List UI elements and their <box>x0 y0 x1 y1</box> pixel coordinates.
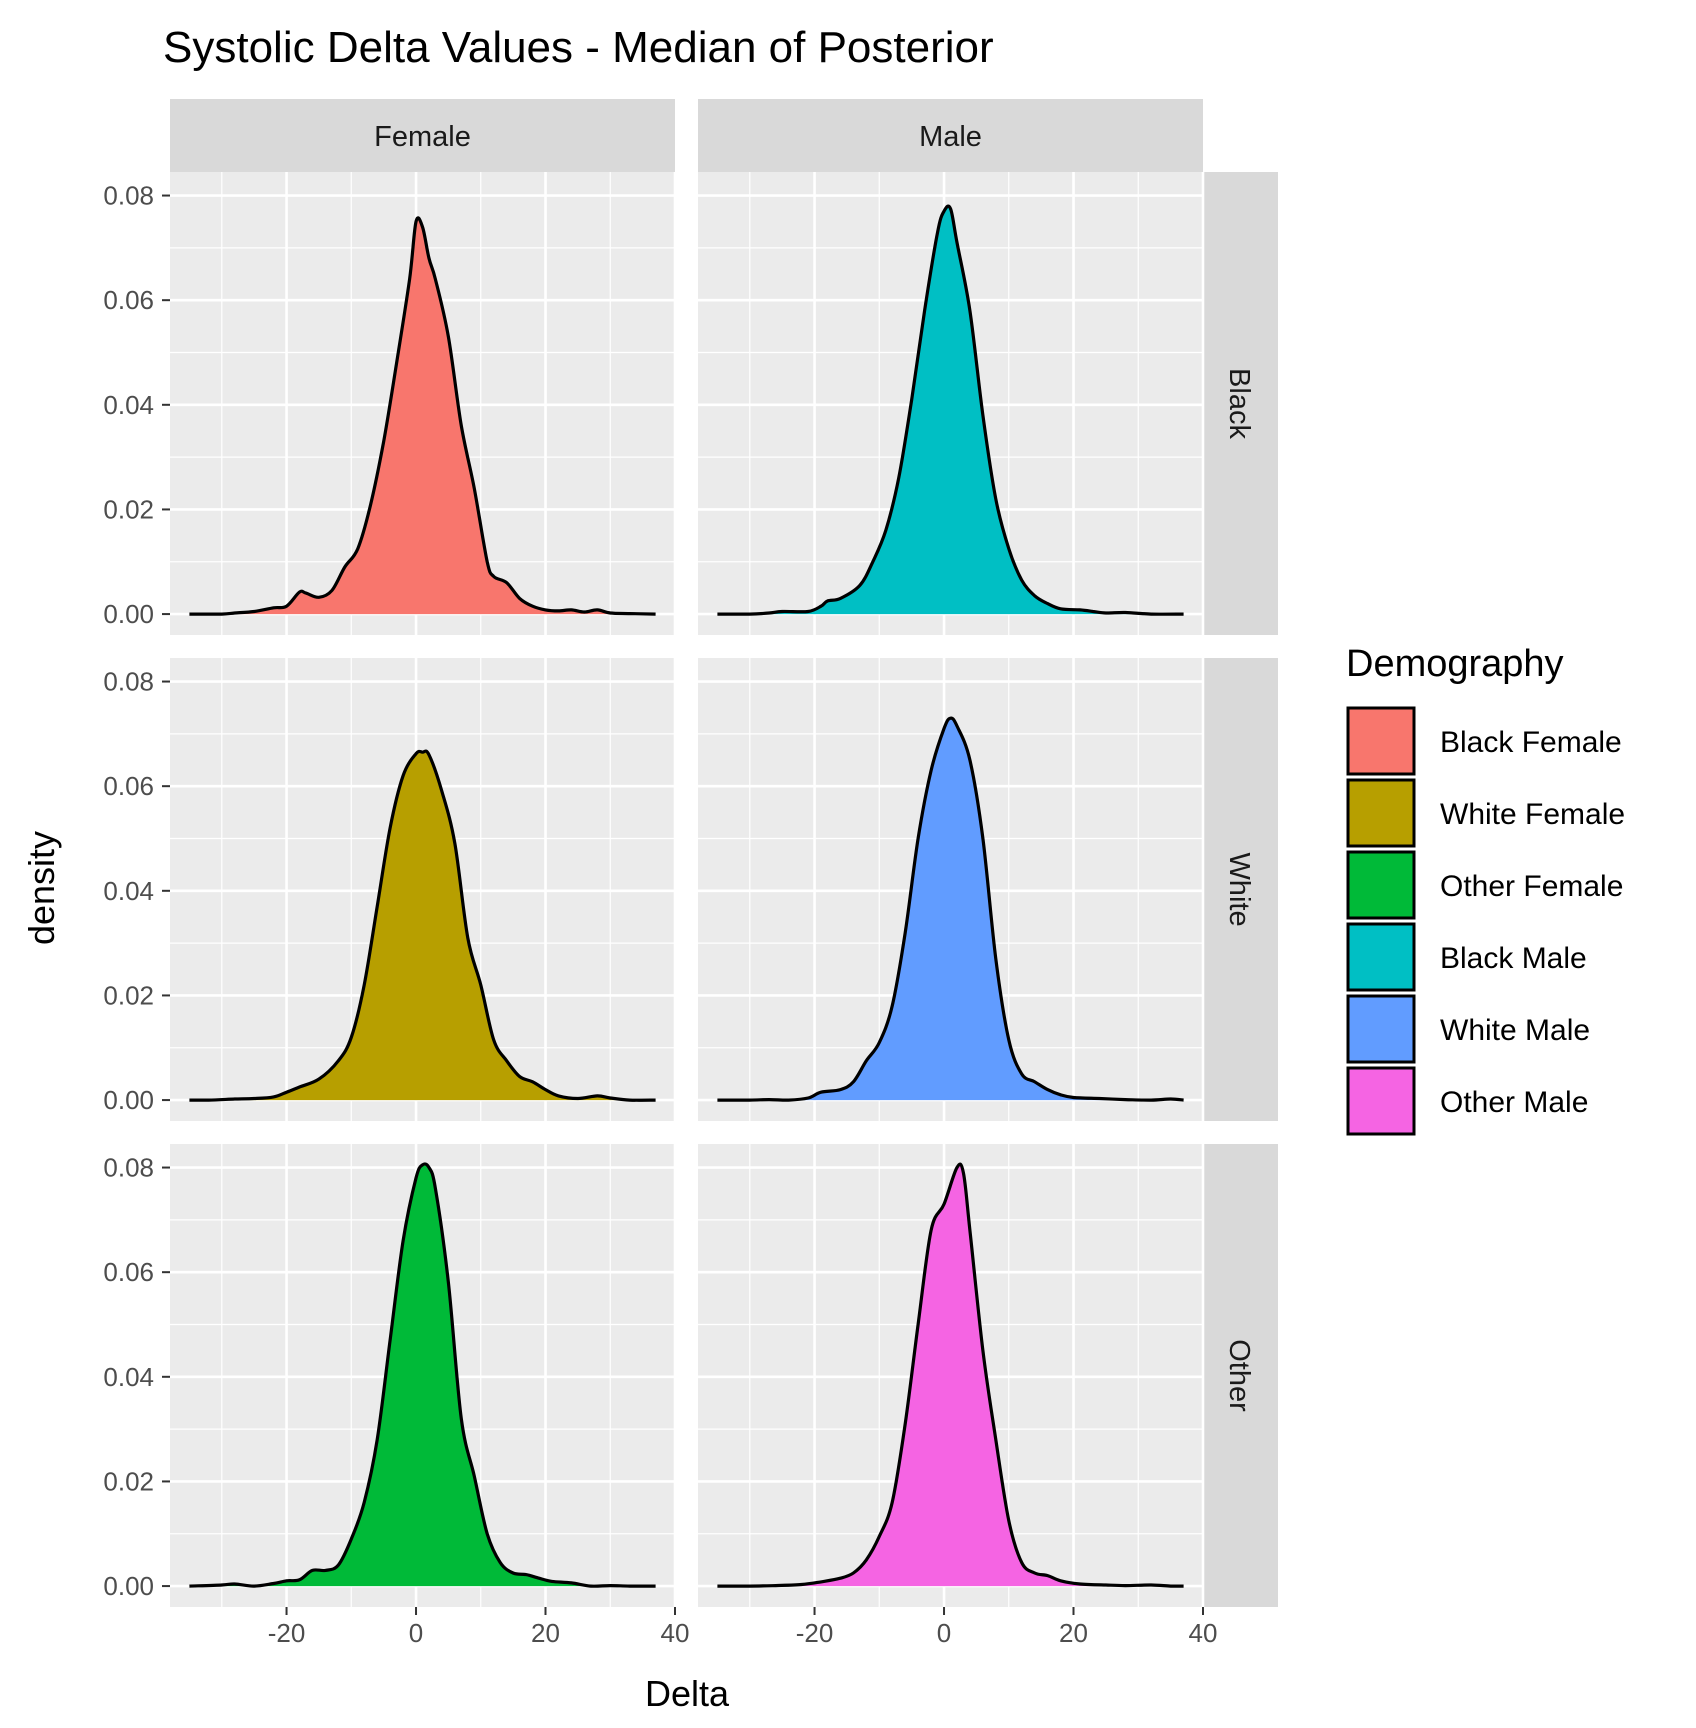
legend-key-other-male <box>1346 1066 1416 1136</box>
y-tick-label: 0.04 <box>103 390 154 420</box>
legend-label-black-female: Black Female <box>1440 726 1622 759</box>
y-tick-label: 0.08 <box>103 667 154 697</box>
density-area-other-male <box>717 1164 1184 1587</box>
y-axis-title: density <box>21 831 62 945</box>
y-tick-label: 0.04 <box>103 1362 154 1392</box>
x-tick-label: 0 <box>937 1618 951 1648</box>
x-tick-label: 40 <box>661 1618 690 1648</box>
y-tick-label: 0.02 <box>103 494 154 524</box>
legend-key-white-female <box>1346 778 1416 848</box>
density-line-other-male <box>717 1162 1184 1588</box>
legend-label-other-female: Other Female <box>1440 870 1623 903</box>
strip-label-white: White <box>1223 852 1255 926</box>
x-tick-label: 0 <box>409 1618 423 1648</box>
strip-row-black <box>1203 172 1278 635</box>
density-area-white-male <box>717 718 1184 1101</box>
strip-label-other: Other <box>1223 1339 1255 1412</box>
legend-label-white-male: White Male <box>1440 1014 1590 1047</box>
y-tick-label: 0.00 <box>103 599 154 629</box>
x-tick-label: 20 <box>1059 1618 1088 1648</box>
x-tick-label: 20 <box>531 1618 560 1648</box>
x-tick-label: -20 <box>796 1618 834 1648</box>
y-tick-label: 0.02 <box>103 1466 154 1496</box>
density-area-other-female <box>189 1163 656 1587</box>
strip-label-black: Black <box>1223 368 1255 439</box>
legend-key-black-male <box>1346 922 1416 992</box>
x-tick-label: 40 <box>1189 1618 1218 1648</box>
strip-label-female: Female <box>374 121 471 153</box>
y-tick-label: 0.00 <box>103 1085 154 1115</box>
density-line-black-female <box>189 216 656 616</box>
strip-label-male: Male <box>919 121 982 153</box>
y-tick-label: 0.06 <box>103 285 154 315</box>
y-tick-label: 0.00 <box>103 1571 154 1601</box>
facet-panels: Female Male Black White Other <box>170 99 1278 1607</box>
y-tick-label: 0.06 <box>103 1257 154 1287</box>
density-area-black-male <box>717 206 1184 615</box>
density-area-white-female <box>189 751 656 1101</box>
y-tick-label: 0.02 <box>103 980 154 1010</box>
y-tick-label: 0.08 <box>103 1153 154 1183</box>
y-tick-label: 0.08 <box>103 181 154 211</box>
strip-col-female <box>170 99 675 172</box>
axes: 0.00 0.02 0.04 0.06 0.08 0.00 0.02 0.04 0.06 0.08… <box>103 181 1217 1648</box>
legend-label-white-female: White Female <box>1440 798 1625 831</box>
x-axis-title: Delta <box>645 1673 730 1714</box>
legend: Demography Black Female White Female Other… <box>1346 643 1625 1136</box>
legend-label-black-male: Black Male <box>1440 942 1587 975</box>
strip-col-male <box>698 99 1203 172</box>
y-tick-label: 0.06 <box>103 771 154 801</box>
legend-key-other-female <box>1346 850 1416 920</box>
y-tick-label: 0.04 <box>103 876 154 906</box>
density-line-other-female <box>189 1162 656 1588</box>
legend-key-black-female <box>1346 706 1416 776</box>
density-line-black-male <box>717 204 1184 616</box>
legend-title: Demography <box>1346 643 1564 685</box>
x-tick-label: -20 <box>268 1618 306 1648</box>
strip-row-other <box>1203 1144 1278 1607</box>
strip-row-white <box>1203 658 1278 1121</box>
legend-label-other-male: Other Male <box>1440 1086 1588 1119</box>
density-line-white-female <box>189 749 656 1102</box>
density-line-white-male <box>717 716 1184 1102</box>
legend-key-white-male <box>1346 994 1416 1064</box>
chart-title: Systolic Delta Values - Median of Poster… <box>163 23 994 72</box>
density-area-black-female <box>189 217 656 615</box>
